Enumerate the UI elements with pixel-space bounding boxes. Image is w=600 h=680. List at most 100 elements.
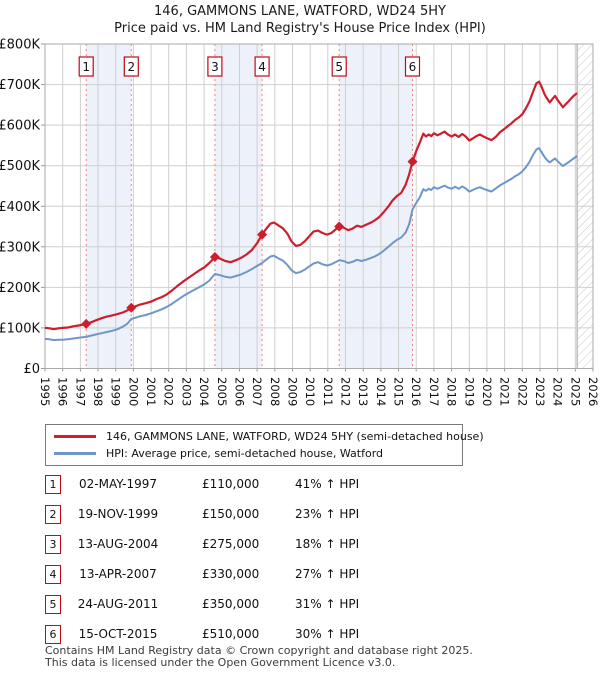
sale-number-label: 6 xyxy=(409,60,417,74)
table-row: 2 19-NOV-1999 £150,000 23% ↑ HPI xyxy=(0,505,600,525)
y-axis-price-label: £200K xyxy=(0,281,40,296)
y-axis-price-label: £700K xyxy=(0,78,40,93)
x-axis-year-label: 2015 xyxy=(392,377,406,406)
sale-date: 19-NOV-1999 xyxy=(77,507,159,521)
x-axis-year-label: 1996 xyxy=(56,377,70,406)
license-line-1: Contains HM Land Registry data © Crown c… xyxy=(45,644,473,657)
sale-date: 24-AUG-2011 xyxy=(77,597,159,611)
x-axis-year-label: 2011 xyxy=(321,377,335,406)
property-price-line xyxy=(44,80,578,331)
sale-hpi-change: 18% ↑ HPI xyxy=(295,537,360,551)
x-axis-year-label: 2018 xyxy=(445,377,459,406)
x-axis-year-label: 2008 xyxy=(268,377,282,406)
sale-marker-diamond xyxy=(407,156,418,167)
sale-number-box xyxy=(123,56,139,77)
sale-number-badge: 2 xyxy=(45,505,61,524)
y-axis-price-label: £0 xyxy=(23,362,40,377)
sale-number-badge: 3 xyxy=(45,535,61,554)
x-axis-year-label: 2003 xyxy=(179,377,193,406)
x-axis-year-label: 2013 xyxy=(356,377,370,406)
x-axis-year-label: 2005 xyxy=(215,377,229,406)
sale-date: 13-AUG-2004 xyxy=(77,537,159,551)
sale-number-badge: 1 xyxy=(45,475,61,494)
sale-hpi-change: 23% ↑ HPI xyxy=(295,507,360,521)
sale-marker-diamond xyxy=(334,221,345,232)
sale-number-box xyxy=(207,56,223,77)
x-axis-year-label: 2023 xyxy=(533,377,547,406)
sale-price: £350,000 xyxy=(202,597,260,611)
x-axis-year-label: 2001 xyxy=(144,377,158,406)
x-axis-year-label: 2000 xyxy=(126,377,140,406)
sale-number-label: 5 xyxy=(335,60,343,74)
sale-number-label: 2 xyxy=(127,60,135,74)
y-axis-price-label: £500K xyxy=(0,159,40,174)
sale-number-label: 1 xyxy=(82,60,90,74)
x-axis-year-label: 2004 xyxy=(197,377,211,406)
sale-hpi-change: 31% ↑ HPI xyxy=(295,597,360,611)
table-row: 6 15-OCT-2015 £510,000 30% ↑ HPI xyxy=(0,625,600,645)
hpi-line-swatch xyxy=(54,451,96,455)
legend-item-hpi: HPI: Average price, semi-detached house,… xyxy=(46,445,383,461)
x-axis-year-label: 1999 xyxy=(109,377,123,406)
sale-number-badge: 6 xyxy=(45,625,61,644)
x-axis-year-label: 1997 xyxy=(73,377,87,406)
license-footer: Contains HM Land Registry data © Crown c… xyxy=(45,645,585,669)
sale-marker-diamond xyxy=(209,252,220,262)
sale-price: £110,000 xyxy=(202,477,260,491)
sale-price: £275,000 xyxy=(202,537,260,551)
x-axis-year-label: 2020 xyxy=(480,377,494,406)
table-row: 4 13-APR-2007 £330,000 27% ↑ HPI xyxy=(0,565,600,585)
price-history-chart: 1995 1996 1997 1998 1999 2000 2001 2002 2003 2004… xyxy=(0,38,600,407)
sale-number-box xyxy=(78,56,94,77)
sale-hpi-change: 41% ↑ HPI xyxy=(295,477,360,491)
sale-marker-diamond xyxy=(126,302,137,313)
y-axis-price-label: £800K xyxy=(0,38,40,53)
legend-label-hpi: HPI: Average price, semi-detached house,… xyxy=(106,446,384,460)
x-axis-year-label: 2021 xyxy=(498,377,512,406)
sale-number-badge: 4 xyxy=(45,565,61,584)
x-axis-year-label: 1995 xyxy=(38,377,52,406)
hpi-average-line xyxy=(44,147,578,342)
y-axis-price-label: £300K xyxy=(0,240,40,255)
x-axis-year-label: 2012 xyxy=(339,377,353,406)
x-axis-year-label: 2014 xyxy=(374,377,388,406)
sale-number-box xyxy=(254,56,270,77)
sale-hpi-change: 30% ↑ HPI xyxy=(295,627,360,641)
y-axis-price-label: £100K xyxy=(0,321,40,336)
sale-marker-diamond xyxy=(81,318,92,329)
x-axis-year-label: 2019 xyxy=(462,377,476,406)
property-line-swatch xyxy=(54,434,96,438)
x-axis-year-label: 2009 xyxy=(286,377,300,406)
sale-date: 15-OCT-2015 xyxy=(78,627,158,641)
sale-number-badge: 5 xyxy=(45,595,61,614)
sale-date: 13-APR-2007 xyxy=(79,567,157,581)
y-axis-price-label: £600K xyxy=(0,119,40,134)
x-axis-year-label: 2017 xyxy=(427,377,441,406)
sale-number-box xyxy=(331,56,347,77)
table-row: 1 02-MAY-1997 £110,000 41% ↑ HPI xyxy=(0,475,600,495)
sale-number-label: 4 xyxy=(258,60,266,74)
x-axis-year-label: 2006 xyxy=(233,377,247,406)
license-line-2: This data is licensed under the Open Gov… xyxy=(45,656,396,669)
y-axis-price-label: £400K xyxy=(0,200,40,215)
sale-number-label: 3 xyxy=(211,60,219,74)
x-axis-year-label: 2022 xyxy=(515,377,529,406)
x-axis-year-label: 2002 xyxy=(162,377,176,406)
sale-price: £510,000 xyxy=(202,627,260,641)
sale-marker-diamond xyxy=(257,229,268,240)
x-axis-year-label: 2007 xyxy=(250,377,264,406)
sale-date: 02-MAY-1997 xyxy=(78,477,157,491)
page-title: 146, GAMMONS LANE, WATFORD, WD24 5HY xyxy=(154,4,446,19)
x-axis-year-label: 2016 xyxy=(409,377,423,406)
x-axis-year-label: 1998 xyxy=(91,377,105,406)
x-axis-year-label: 2026 xyxy=(586,377,600,406)
page-subtitle: Price paid vs. HM Land Registry's House … xyxy=(114,21,486,36)
chart-legend: 146, GAMMONS LANE, WATFORD, WD24 5HY (se… xyxy=(45,424,484,466)
sale-number-box xyxy=(404,56,421,77)
x-axis-year-label: 2025 xyxy=(568,377,582,406)
table-row: 3 13-AUG-2004 £275,000 18% ↑ HPI xyxy=(0,535,600,555)
table-row: 5 24-AUG-2011 £350,000 31% ↑ HPI xyxy=(0,595,600,615)
sale-price: £150,000 xyxy=(202,507,260,521)
x-axis-year-label: 2024 xyxy=(551,377,565,406)
